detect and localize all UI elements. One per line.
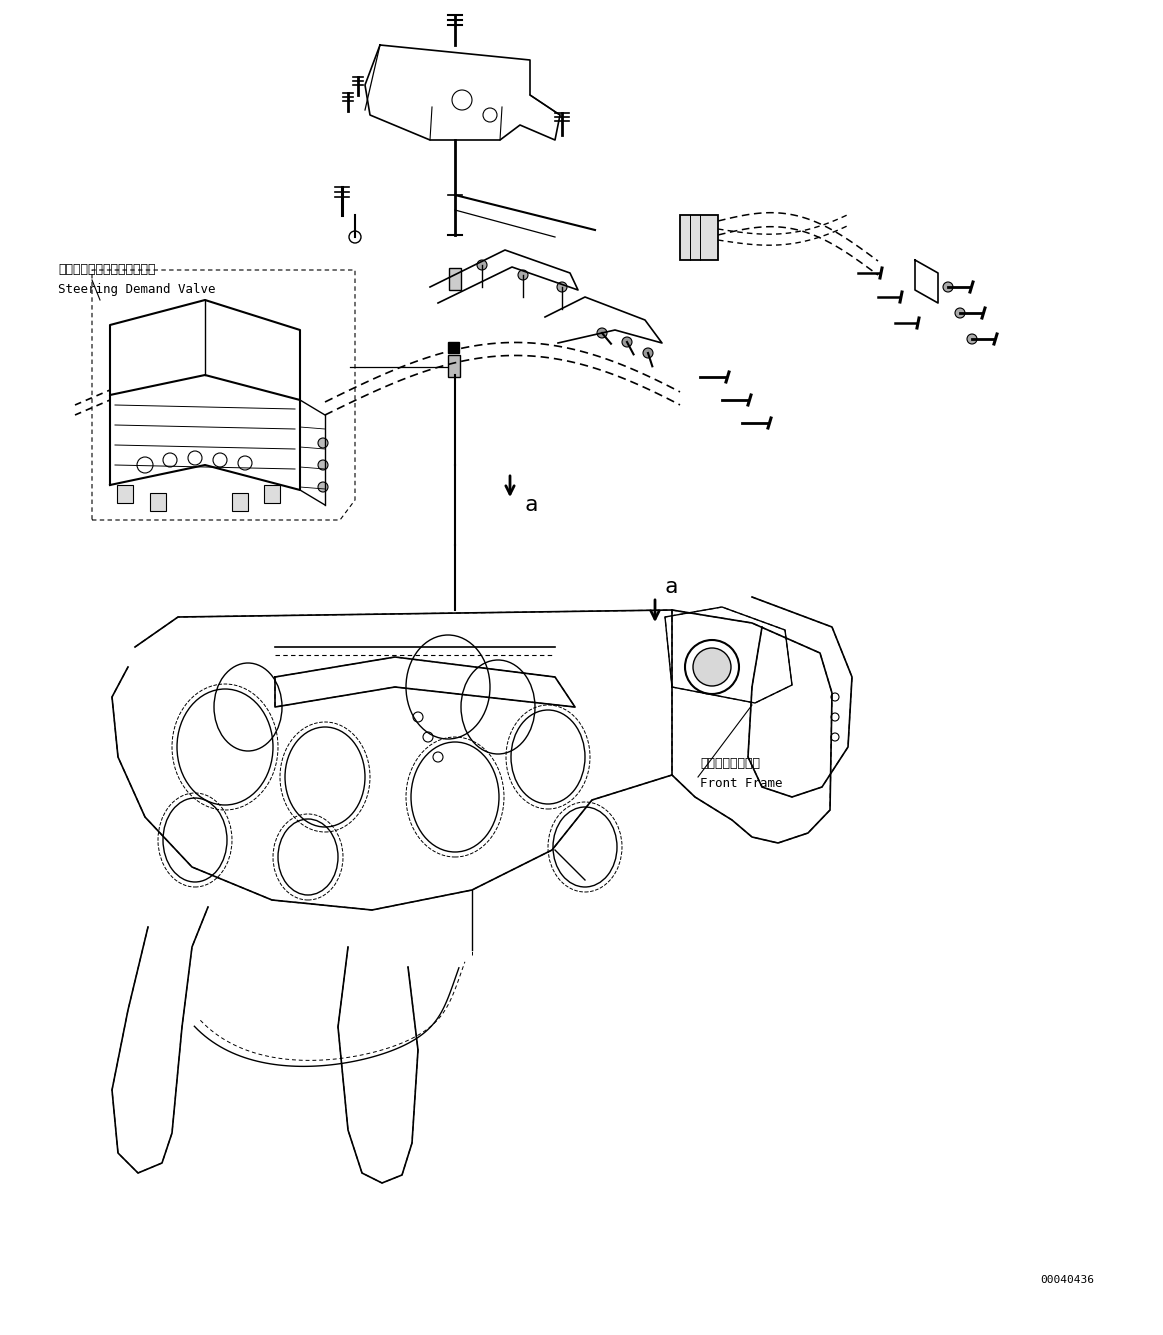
Text: a: a [665,577,678,597]
Circle shape [477,260,487,270]
Text: 00040436: 00040436 [1040,1275,1094,1286]
Bar [449,268,461,290]
Bar [680,215,718,260]
Circle shape [317,482,328,493]
Bar [231,493,248,511]
Text: Front Frame: Front Frame [700,777,783,790]
Circle shape [518,270,528,280]
Text: フロントフレーム: フロントフレーム [700,757,759,770]
Circle shape [317,438,328,449]
Circle shape [317,461,328,470]
Circle shape [693,647,732,686]
Circle shape [597,328,607,338]
Circle shape [955,308,965,318]
Text: Steering Demand Valve: Steering Demand Valve [58,283,215,296]
Bar [264,485,280,503]
Text: ステアリングデマンドバルブ: ステアリングデマンドバルブ [58,263,156,276]
Bar [117,485,133,503]
Circle shape [557,282,568,292]
Circle shape [622,336,632,347]
Bar [448,342,459,352]
Circle shape [966,334,977,344]
Bar [448,355,461,376]
Circle shape [943,282,952,292]
Text: a: a [525,495,537,515]
Bar [150,493,166,511]
Circle shape [643,348,652,358]
